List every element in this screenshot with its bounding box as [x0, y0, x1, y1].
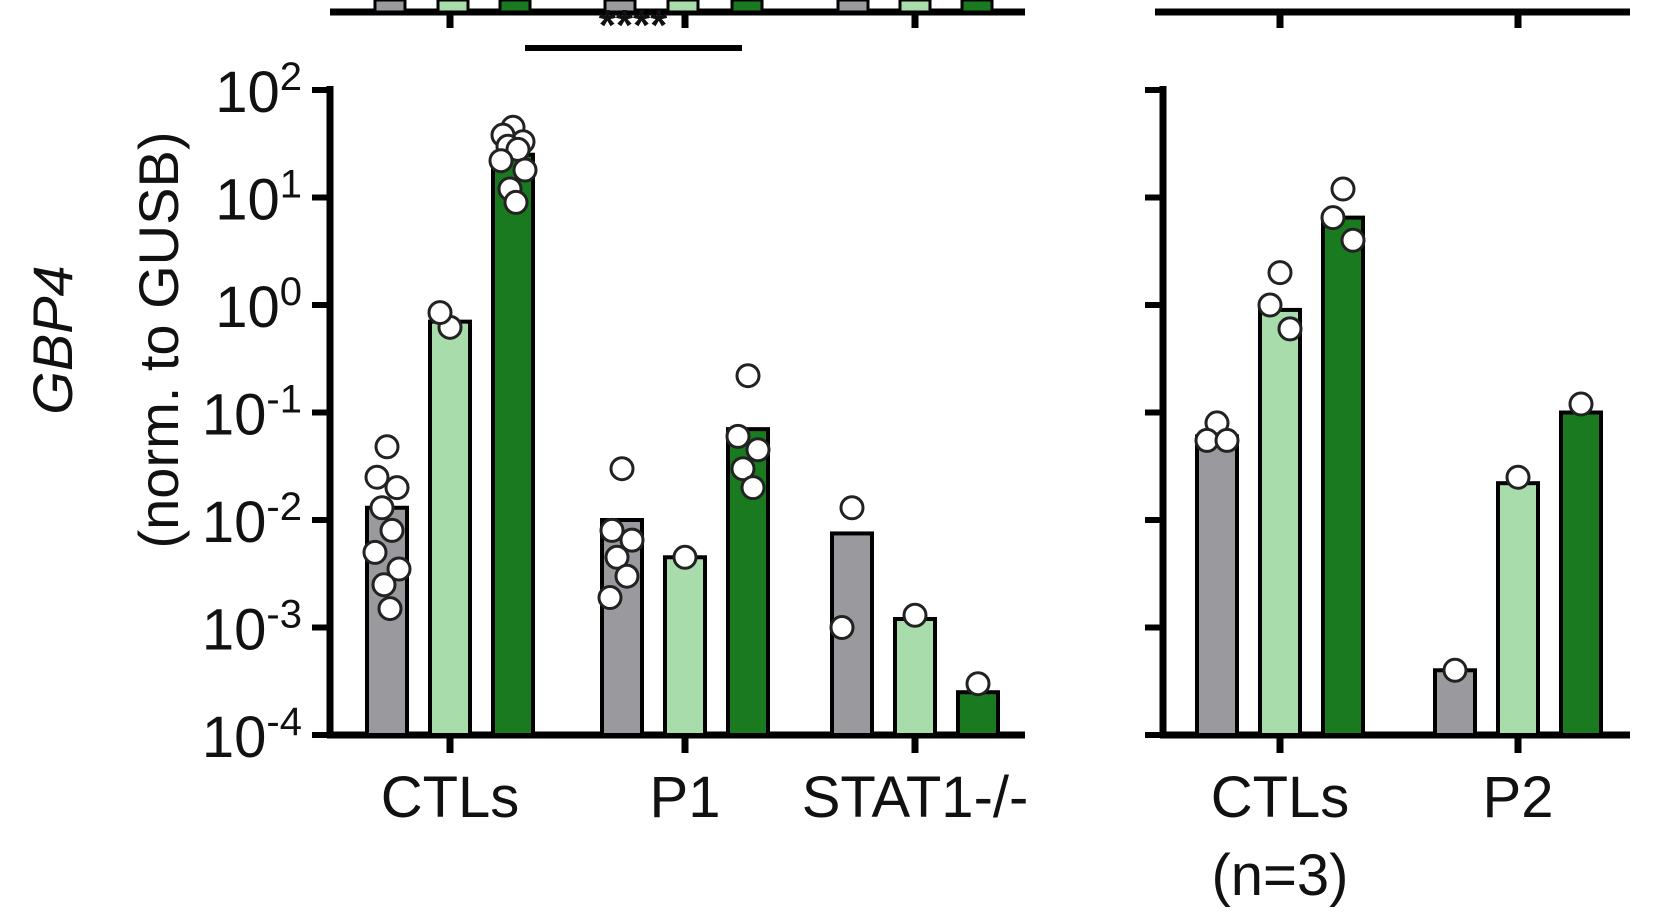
bar [428, 319, 472, 737]
data-point [672, 544, 698, 570]
bar [893, 616, 937, 738]
bar [1496, 481, 1540, 738]
data-point [965, 671, 991, 697]
y-tick-label: 10-3 [202, 593, 302, 663]
data-point [745, 437, 771, 463]
x-tick-label: STAT1-/- [802, 765, 1029, 830]
top-left-bar-fragment [666, 0, 700, 14]
data-point [1267, 260, 1293, 286]
data-point [735, 363, 761, 389]
ylabel-normalization: (norm. to GUSB) [127, 132, 190, 549]
y-tick-label: 10-1 [202, 378, 302, 448]
svg-text:GBP4: GBP4 [21, 265, 84, 414]
data-point [379, 517, 405, 543]
data-point [488, 148, 514, 174]
data-point [364, 464, 390, 490]
y-tick-label: 10-4 [202, 700, 302, 770]
data-point [599, 517, 625, 543]
data-point [1442, 657, 1468, 683]
data-point [829, 615, 855, 640]
data-point [377, 596, 403, 622]
data-point [619, 527, 645, 553]
bar [1258, 307, 1302, 737]
data-point [374, 434, 400, 460]
data-point [1320, 205, 1346, 231]
data-point [369, 495, 395, 521]
bar [1195, 434, 1239, 737]
y-tick-label: 100 [215, 270, 302, 340]
top-left-bar-fragment [960, 0, 994, 14]
data-point [1214, 427, 1240, 453]
top-left-bar-fragment [836, 0, 870, 14]
data-point [614, 563, 640, 589]
bar [491, 152, 535, 738]
left-panel: 102 101 100 10-1 10-2 10-3 10-4 CTLs P1 STAT1-/- [202, 55, 1028, 830]
y-tick-label: 10-2 [202, 485, 302, 555]
data-point [839, 495, 865, 521]
x-tick-label: P1 [650, 765, 721, 830]
data-point [1330, 176, 1356, 202]
top-left-bar-fragment [730, 0, 764, 14]
data-point [1505, 464, 1531, 490]
data-point [371, 572, 397, 598]
bar [1559, 410, 1603, 737]
y-axis-title: GBP4 (norm. to GUSB) [21, 132, 190, 549]
data-point [902, 602, 928, 628]
data-point [384, 475, 410, 501]
data-point [609, 456, 635, 482]
top-left-bar-fragment [436, 0, 470, 14]
ylabel-gene: GBP4 [21, 265, 84, 414]
data-point [597, 585, 623, 611]
top-cropped-panel: **** [330, 0, 1630, 51]
bar [956, 690, 1000, 737]
y-tick-label: 101 [215, 163, 302, 233]
x-tick-label: CTLs [1211, 765, 1350, 830]
data-point [362, 539, 388, 565]
data-point [512, 157, 538, 183]
y-tick-label: 102 [215, 55, 302, 125]
significance-label: **** [599, 1, 668, 50]
data-point [730, 456, 756, 482]
top-left-bar-fragment [498, 0, 532, 14]
data-point [1340, 227, 1366, 253]
bar [1321, 215, 1365, 737]
data-point [1568, 391, 1594, 417]
x-tick-label: CTLs [381, 765, 520, 830]
data-point [503, 189, 529, 215]
top-left-bar-fragment [373, 0, 407, 14]
data-point [725, 423, 751, 449]
data-point [1277, 316, 1303, 342]
top-left-bar-fragment [603, 0, 637, 14]
x-tick-label: P2 [1483, 765, 1554, 830]
x-tick-sublabel: (n=3) [1211, 843, 1348, 908]
top-left-bar-fragment [898, 0, 932, 14]
data-point [1257, 292, 1283, 318]
right-panel: CTLs (n=3) P2 [1145, 86, 1630, 908]
data-point [740, 475, 766, 501]
bar [663, 555, 707, 738]
data-point [427, 300, 453, 326]
data-point [386, 556, 412, 582]
data-point [604, 544, 630, 570]
